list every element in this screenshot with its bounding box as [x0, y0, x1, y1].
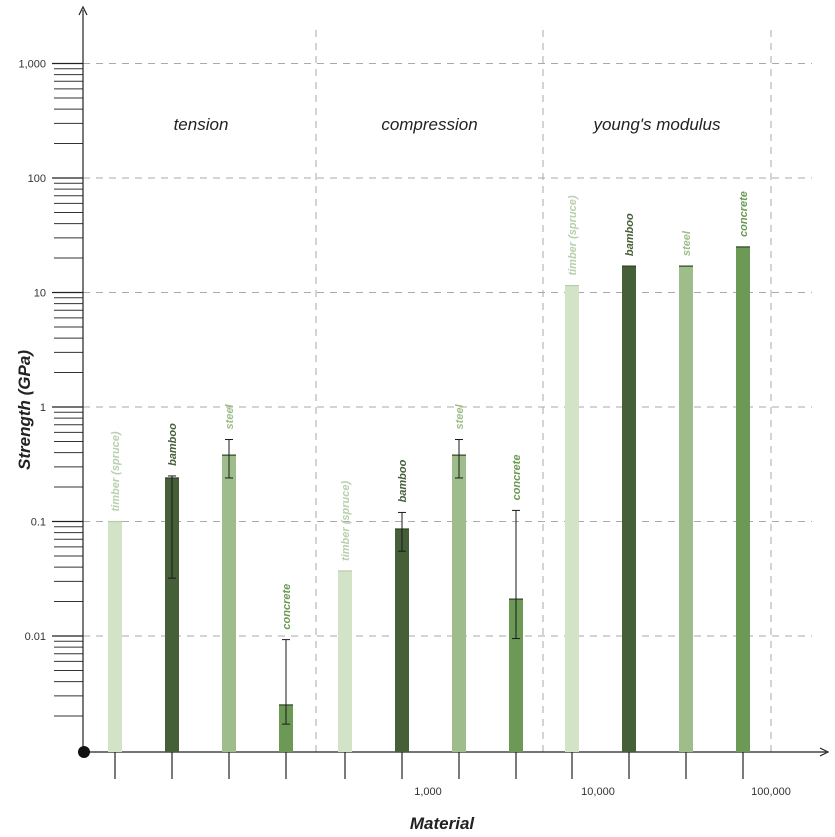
bar-label: bamboo	[624, 213, 636, 256]
y-tick-label: 0.1	[31, 517, 46, 529]
origin-dot	[78, 746, 90, 758]
bar	[279, 704, 293, 752]
y-tick-label: 100	[28, 173, 46, 185]
x-axis-title: Material	[410, 814, 476, 833]
bar-label: concrete	[511, 455, 523, 501]
bar-label: timber (spruce)	[340, 481, 352, 561]
y-tick-label: 1	[40, 402, 46, 414]
y-axis-title: Strength (GPa)	[15, 350, 34, 470]
group-title: compression	[381, 115, 477, 134]
group-title: young's modulus	[592, 115, 721, 134]
bar	[679, 266, 693, 752]
bar-label: steel	[681, 230, 693, 256]
bar-label: concrete	[738, 191, 750, 237]
y-tick-label: 0.01	[25, 631, 46, 643]
bar-label: timber (spruce)	[567, 195, 579, 275]
bar-label: steel	[224, 404, 236, 430]
bar-label: timber (spruce)	[110, 431, 122, 511]
bar-label: bamboo	[167, 423, 179, 466]
x-tick-label: 1,000	[414, 786, 442, 798]
bars: timber (spruce) bamboo steel concrete timber…	[108, 191, 750, 753]
group-titles: tension compression young's modulus	[174, 115, 721, 134]
bar	[452, 455, 466, 752]
bar	[395, 528, 409, 752]
bar	[622, 266, 636, 752]
bar	[565, 285, 579, 752]
bar	[509, 599, 523, 752]
bar-label: concrete	[281, 584, 293, 630]
bar	[108, 521, 122, 752]
x-axis-arrow	[819, 747, 830, 757]
y-minor-ticks	[52, 62, 83, 717]
bar-label: steel	[454, 404, 466, 430]
group-title: tension	[174, 115, 229, 134]
y-tick-label: 10	[34, 288, 46, 300]
x-tick-label: 100,000	[751, 786, 791, 798]
bar	[736, 246, 750, 753]
x-tick-label: 10,000	[581, 786, 615, 798]
y-tick-label: 1,000	[18, 59, 46, 71]
bar-label: bamboo	[397, 459, 409, 502]
y-axis-arrow	[78, 5, 88, 16]
bar	[222, 455, 236, 752]
y-tick-labels: 0.01 0.1 1 10 100 1,000	[18, 59, 46, 644]
x-ticks: 1,000 10,000 100,000	[114, 752, 791, 798]
bar	[165, 477, 179, 752]
bar	[338, 570, 352, 752]
grid	[83, 30, 812, 752]
